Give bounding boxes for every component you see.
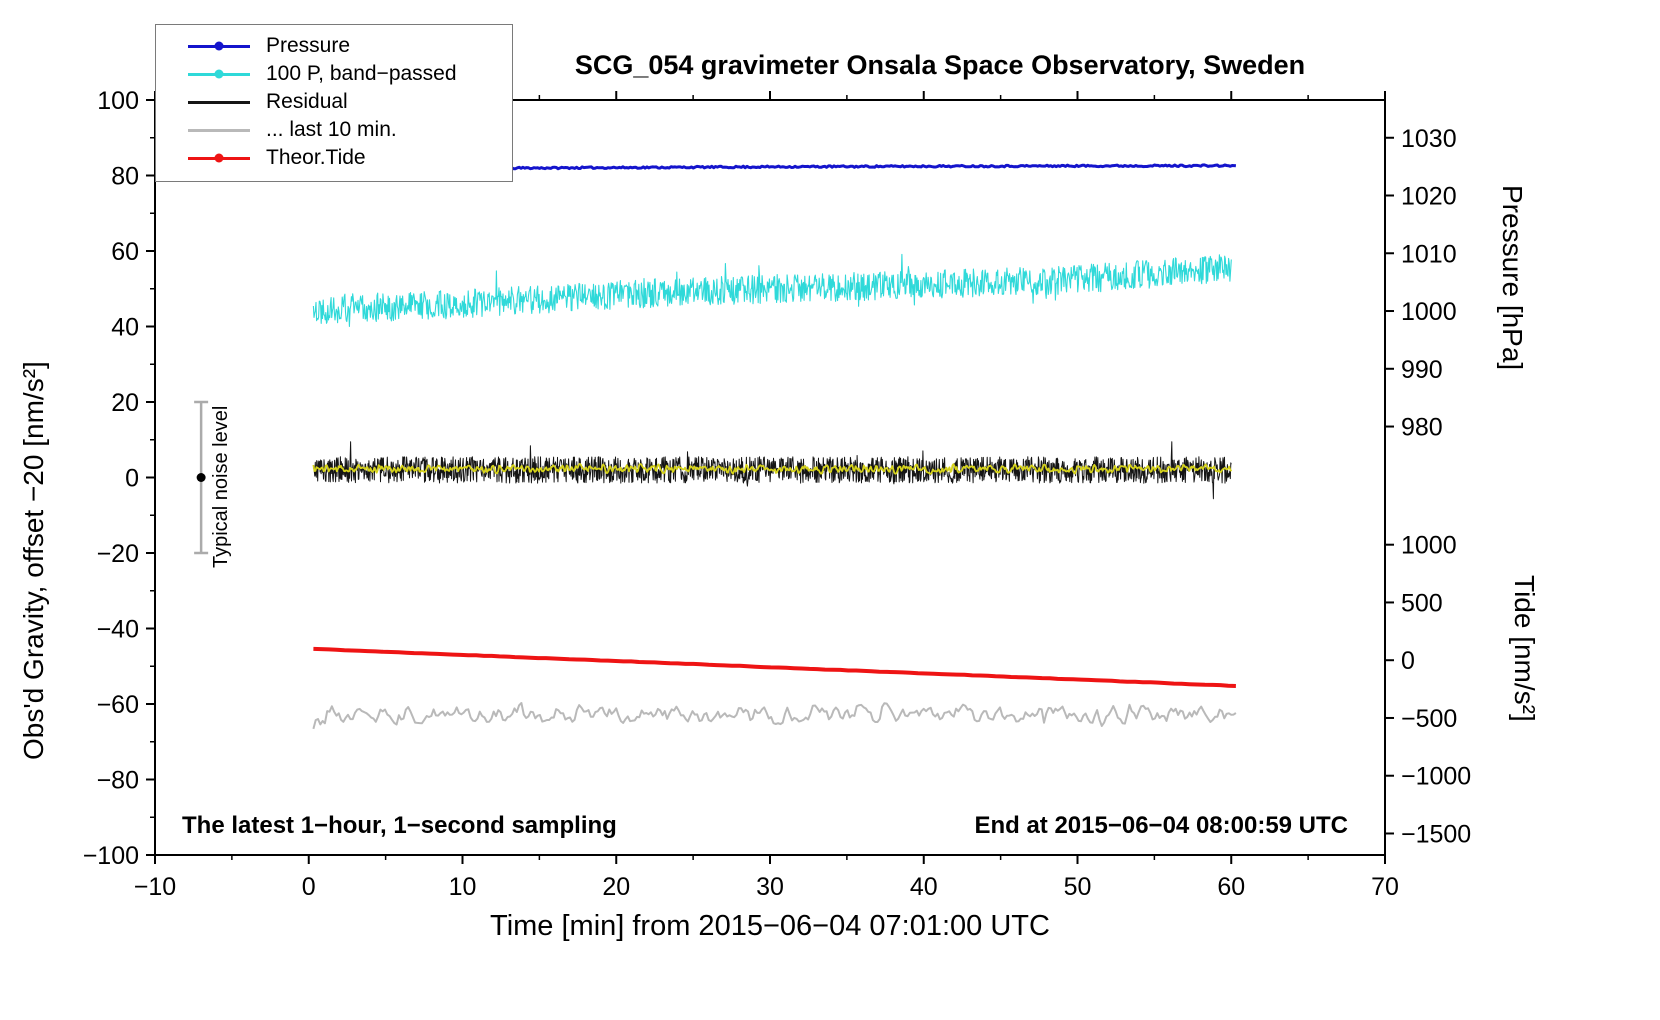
legend-line-sample [188, 97, 250, 107]
tick-label: 70 [1371, 873, 1399, 901]
tick-label: 60 [111, 238, 139, 266]
series-residual-last-10min [312, 702, 1237, 730]
tick-label: 60 [1217, 873, 1245, 901]
tick-label: −20 [97, 540, 139, 568]
tick-label: −40 [97, 616, 139, 644]
tick-label: 1000 [1401, 298, 1457, 326]
tick-label: −1500 [1401, 820, 1471, 848]
tick-label: −10 [134, 873, 176, 901]
pressure-axis-label: Pressure [hPa] [1497, 185, 1528, 371]
tick-label: 80 [111, 163, 139, 191]
legend-item-theor-tide: Theor.Tide [156, 144, 512, 172]
tick-label: 500 [1401, 589, 1443, 617]
tick-label: −80 [97, 767, 139, 795]
legend-dot-icon [214, 41, 224, 51]
tick-label: −500 [1401, 705, 1457, 733]
tick-label: 40 [111, 314, 139, 342]
tick-label: 20 [111, 389, 139, 417]
legend-line-sample [188, 125, 250, 135]
legend-item-residual: Residual [156, 88, 512, 116]
tick-label: −60 [97, 691, 139, 719]
tick-label: −1000 [1401, 763, 1471, 791]
tide-axis-label: Tide [nm/s²] [1509, 575, 1540, 722]
chart-title: SCG_054 gravimeter Onsala Space Observat… [574, 50, 1306, 80]
legend-dot-icon [214, 153, 224, 163]
legend-item-pressure: Pressure [156, 32, 512, 60]
tick-label: 0 [302, 873, 316, 901]
typical-noise-level-label: Typical noise level [210, 405, 232, 568]
legend-item-label: 100 P, band−passed [266, 62, 457, 85]
tick-label: 100 [97, 87, 139, 115]
series-residual [312, 441, 1232, 500]
legend-item-label: ... last 10 min. [266, 118, 397, 141]
left-y-axis-label: Obs'd Gravity, offset −20 [nm/s²] [18, 361, 49, 760]
legend-item-label: Theor.Tide [266, 146, 366, 169]
tick-label: 0 [125, 465, 139, 493]
legend-item-last-10-min: ... last 10 min. [156, 116, 512, 144]
tick-label: 980 [1401, 414, 1443, 442]
legend-item-label: Residual [266, 90, 348, 113]
tick-label: 50 [1064, 873, 1092, 901]
series-band-passed-pressure [312, 253, 1232, 328]
legend-line-sample [188, 153, 250, 163]
tick-label: 10 [449, 873, 477, 901]
legend-line-sample [188, 41, 250, 51]
tick-label: 0 [1401, 647, 1415, 675]
tick-label: 990 [1401, 356, 1443, 384]
series-theor-tide [313, 646, 1236, 688]
legend-line-sample [188, 69, 250, 79]
end-time-annotation: End at 2015−06−04 08:00:59 UTC [974, 812, 1348, 839]
tick-label: −100 [83, 842, 139, 870]
series-residual-smoothed [312, 462, 1233, 475]
tick-label: 40 [910, 873, 938, 901]
legend: Pressure 100 P, band−passed Residual ...… [155, 24, 513, 182]
legend-item-label: Pressure [266, 34, 351, 57]
tick-label: 1030 [1401, 125, 1457, 153]
legend-dot-icon [214, 69, 224, 79]
tick-label: 1010 [1401, 240, 1457, 268]
sampling-annotation: The latest 1−hour, 1−second sampling [182, 812, 617, 839]
tick-label: 1020 [1401, 183, 1457, 211]
tick-label: 20 [602, 873, 630, 901]
series-group [311, 163, 1237, 730]
legend-item-band-passed: 100 P, band−passed [156, 60, 512, 88]
tick-label: 1000 [1401, 532, 1457, 560]
x-axis-label: Time [min] from 2015−06−04 07:01:00 UTC [490, 910, 1050, 942]
noise-errorbar-dot [196, 473, 206, 482]
tick-label: 30 [756, 873, 784, 901]
